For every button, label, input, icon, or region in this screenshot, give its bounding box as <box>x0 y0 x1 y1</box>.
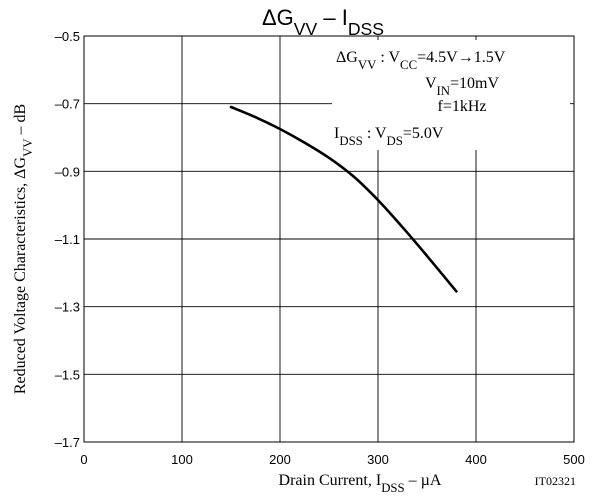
annotation-line: VIN=10mV <box>425 75 500 98</box>
y-axis-label: Reduced Voltage Characteristics, ΔGVV – … <box>12 104 35 394</box>
tick-labels: 0 100 200 300 400 500 –0.5 –0.7 –0.9 –1.1 –1.3 –1.5… <box>55 29 585 467</box>
y-tick-label: –0.5 <box>55 29 80 44</box>
plot-area-frame <box>83 35 575 443</box>
x-tick-label: 500 <box>563 452 585 467</box>
y-tick-label: –1.1 <box>55 232 80 247</box>
x-tick-label: 100 <box>171 452 193 467</box>
x-axis-label: Drain Current, IDSS – µA <box>279 472 442 495</box>
annotation-line: ΔGVV : VCC=4.5V→1.5V <box>336 49 506 72</box>
y-tick-label: –0.9 <box>55 164 80 179</box>
x-tick-label: 400 <box>465 452 487 467</box>
x-tick-label: 200 <box>269 452 291 467</box>
series-line <box>229 105 458 293</box>
y-tick-label: –0.7 <box>55 97 80 112</box>
chart-title: ΔGVV – IDSS <box>262 5 384 39</box>
x-tick-label: 0 <box>80 452 87 467</box>
y-tick-label: –1.5 <box>55 367 80 382</box>
annotation-box <box>332 40 570 150</box>
y-tick-label: –1.3 <box>55 300 80 315</box>
annotation-line: f=1kHz <box>437 98 486 115</box>
y-tick-label: –1.7 <box>55 435 80 450</box>
annotation-line: IDSS : VDS=5.0V <box>334 125 444 148</box>
x-tick-label: 300 <box>367 452 389 467</box>
figure-code: IT02321 <box>535 474 576 488</box>
